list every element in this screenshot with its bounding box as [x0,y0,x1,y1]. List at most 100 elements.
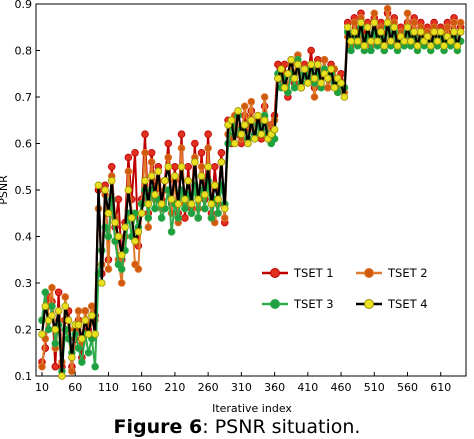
series-line [40,21,462,378]
legend-label: TSET 4 [387,297,428,311]
data-point [134,228,143,236]
data-point [184,162,192,171]
legend-entry: TSET 4 [356,297,428,311]
data-point [144,200,153,208]
data-point [121,223,129,232]
x-tick-label: 360 [264,381,285,394]
x-tick-label: 510 [364,381,385,394]
data-point [124,167,133,176]
data-point [310,74,319,83]
data-point [220,204,229,213]
data-point [68,353,76,362]
data-point [277,65,286,73]
data-point [410,18,418,27]
y-tick-label: 0.5 [15,184,33,197]
data-point [194,195,202,204]
data-point [81,307,89,315]
data-point [313,60,322,69]
data-point [107,162,116,171]
data-point [191,139,199,148]
data-point [240,102,249,111]
figure-caption-text: : PSNR situation. [202,416,361,438]
data-point [417,28,425,36]
data-point [187,209,196,218]
data-point [337,79,345,87]
data-point [423,32,432,41]
data-point [174,214,183,222]
data-point [78,334,86,343]
legend-entry: TSET 2 [356,266,428,280]
data-point [154,167,163,176]
data-point [250,135,259,143]
data-point [104,209,113,218]
data-point [144,214,153,222]
data-point [353,37,362,45]
data-point [220,214,229,222]
data-point [234,107,242,115]
data-point [290,83,299,92]
data-point [151,190,159,199]
data-point [363,23,372,32]
data-point [48,283,56,292]
data-point [104,232,113,241]
data-point [207,200,216,208]
data-point [340,93,349,101]
data-point [147,158,156,166]
data-point [347,37,355,45]
y-tick-label: 0.3 [15,277,33,290]
data-point [393,42,402,50]
data-point [174,200,183,208]
data-point [141,130,149,139]
data-point [84,330,93,338]
data-point [127,214,136,222]
data-point [310,93,319,101]
data-point [383,4,392,13]
data-point [151,204,159,213]
data-point [61,293,70,301]
data-point [284,69,292,78]
figure-caption-label: Figure 6 [113,416,203,438]
data-point [400,37,408,45]
data-point [270,125,279,134]
data-point [347,46,355,55]
data-point [187,200,196,208]
data-point [141,176,149,185]
data-point [61,302,70,311]
y-tick-label: 0.9 [15,0,33,11]
data-point [117,279,126,287]
data-point [257,130,266,139]
legend-marker [364,299,374,309]
x-tick-label: 10 [35,381,49,394]
data-point [51,325,60,334]
data-point [164,153,173,162]
data-point [177,162,186,171]
data-point [38,362,46,371]
series-tset-3 [38,23,465,376]
data-point [426,42,435,50]
data-point [370,9,379,18]
legend-entry: TSET 1 [262,266,334,280]
data-point [81,316,89,325]
x-tick-label: 260 [198,381,219,394]
data-point [453,42,462,50]
data-point [48,302,56,311]
data-point [343,23,352,32]
data-point [48,311,56,320]
legend-entry: TSET 3 [262,297,334,311]
data-point [387,37,395,45]
data-point [217,149,226,157]
data-point [88,311,96,320]
data-point [307,46,315,55]
data-point [240,121,249,129]
data-point [360,42,369,50]
data-point [134,265,143,273]
data-point [117,265,126,273]
data-point [204,162,212,171]
data-point [214,195,222,204]
data-point [367,46,375,55]
data-point [204,130,212,139]
data-point [410,28,418,36]
data-point [327,65,335,73]
data-point [260,93,269,101]
data-point [440,42,448,50]
